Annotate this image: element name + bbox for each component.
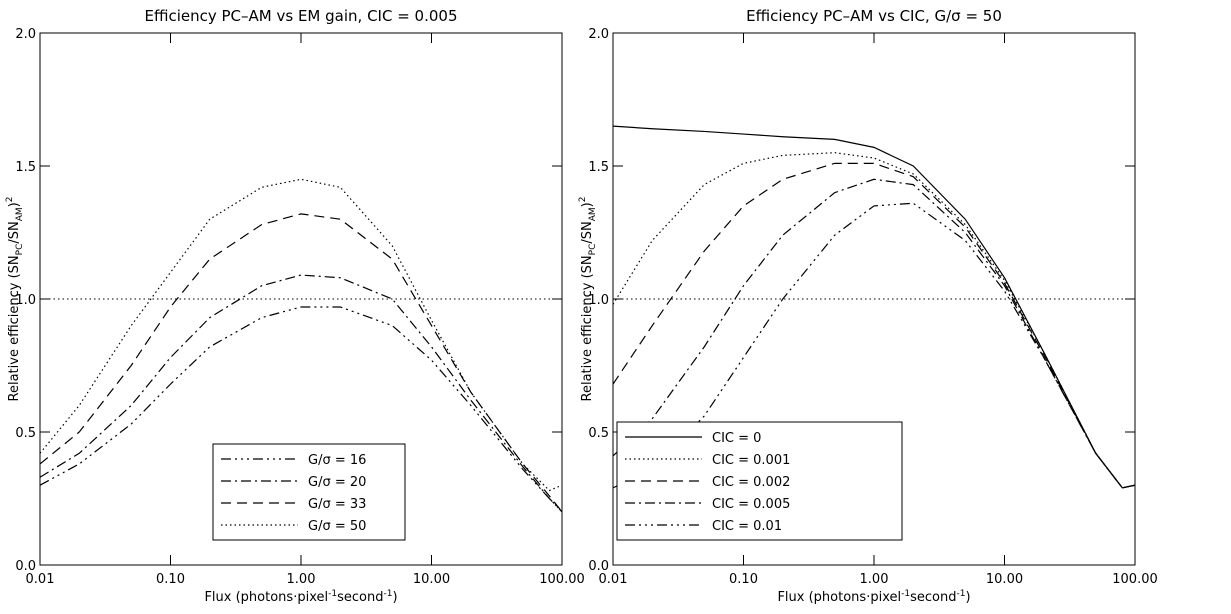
y-axis-label-part: 2	[578, 197, 588, 203]
x-tick-label: 0.10	[156, 572, 185, 587]
y-tick-label: 1.5	[588, 160, 609, 175]
x-axis-label-part: )	[965, 590, 970, 605]
x-tick-label: 100.00	[1112, 572, 1158, 587]
x-axis-label-part: -1	[328, 589, 337, 599]
series-line	[39, 306, 563, 513]
y-axis-label-part: AM	[588, 207, 598, 221]
y-tick-label: 1.5	[15, 160, 36, 175]
y-tick-label: 1.0	[15, 293, 36, 308]
legend-label: G/σ = 20	[308, 475, 366, 490]
legend-label: CIC = 0.005	[712, 497, 790, 512]
series-line	[612, 202, 1136, 489]
x-tick-label: 10.00	[413, 572, 450, 587]
series-line	[612, 178, 1136, 489]
y-tick-label: 2.0	[588, 27, 609, 42]
legend-label: CIC = 0.002	[712, 475, 790, 490]
legend-box	[212, 443, 406, 541]
x-axis-label-part: -1	[383, 589, 392, 599]
y-tick-label: 2.0	[15, 27, 36, 42]
x-tick-label: 10.00	[986, 572, 1023, 587]
x-axis-label-part: -1	[901, 589, 910, 599]
y-axis-label-part: /SN	[7, 221, 22, 243]
legend-label: CIC = 0	[712, 431, 761, 446]
y-tick-label: 0.5	[588, 426, 609, 441]
x-axis-label-part: )	[392, 590, 397, 605]
y-axis-label-part: Relative efficiency (SN	[7, 255, 22, 401]
x-axis-label-part: -1	[956, 589, 965, 599]
x-axis-label-part: Flux (photons	[204, 590, 293, 605]
series-line	[39, 178, 563, 492]
y-axis-label-part: /SN	[580, 221, 595, 243]
x-tick-label: 0.01	[26, 572, 55, 587]
y-axis-label-part: )	[7, 202, 22, 207]
x-axis-label-part: ·	[866, 590, 870, 605]
x-tick-label: 0.10	[729, 572, 758, 587]
x-axis-label: Flux (photons·pixel-1second-1)	[204, 589, 397, 605]
x-tick-label: 100.00	[539, 572, 585, 587]
legend-label: G/σ = 16	[308, 453, 366, 468]
x-tick-label: 0.01	[599, 572, 628, 587]
legend-label: CIC = 0.001	[712, 453, 790, 468]
series-line	[39, 213, 563, 513]
legend-label: G/σ = 33	[308, 497, 366, 512]
y-axis-label-part: PC	[588, 244, 598, 256]
y-axis-label: Relative efficiency (SNPC/SNAM)2	[578, 197, 598, 402]
x-axis-label: Flux (photons·pixel-1second-1)	[777, 589, 970, 605]
x-axis-label-part: second	[337, 590, 383, 605]
chart-title: Efficiency PC–AM vs CIC, G/σ = 50	[746, 7, 1002, 25]
series-line	[612, 152, 1136, 489]
y-axis-label-part: AM	[15, 207, 25, 221]
x-axis-label-part: Flux (photons	[777, 590, 866, 605]
y-tick-label: 1.0	[588, 293, 609, 308]
y-axis-label-part: 2	[5, 197, 15, 203]
y-axis-label-part: )	[580, 202, 595, 207]
x-axis-label-part: pixel	[870, 590, 901, 605]
legend-label: CIC = 0.01	[712, 519, 782, 534]
y-axis-label: Relative efficiency (SNPC/SNAM)2	[5, 197, 25, 402]
y-tick-label: 0.0	[588, 559, 609, 574]
series-line	[39, 274, 563, 513]
x-tick-label: 1.00	[860, 572, 889, 587]
y-axis-label-part: Relative efficiency (SN	[580, 255, 595, 401]
y-axis-label-part: PC	[15, 244, 25, 256]
chart-title: Efficiency PC–AM vs EM gain, CIC = 0.005	[144, 7, 457, 25]
y-tick-label: 0.5	[15, 426, 36, 441]
x-axis-label-part: pixel	[297, 590, 328, 605]
x-axis-label-part: second	[910, 590, 956, 605]
legend-label: G/σ = 50	[308, 519, 366, 534]
y-tick-label: 0.0	[15, 559, 36, 574]
x-tick-label: 1.00	[287, 572, 316, 587]
x-axis-label-part: ·	[293, 590, 297, 605]
